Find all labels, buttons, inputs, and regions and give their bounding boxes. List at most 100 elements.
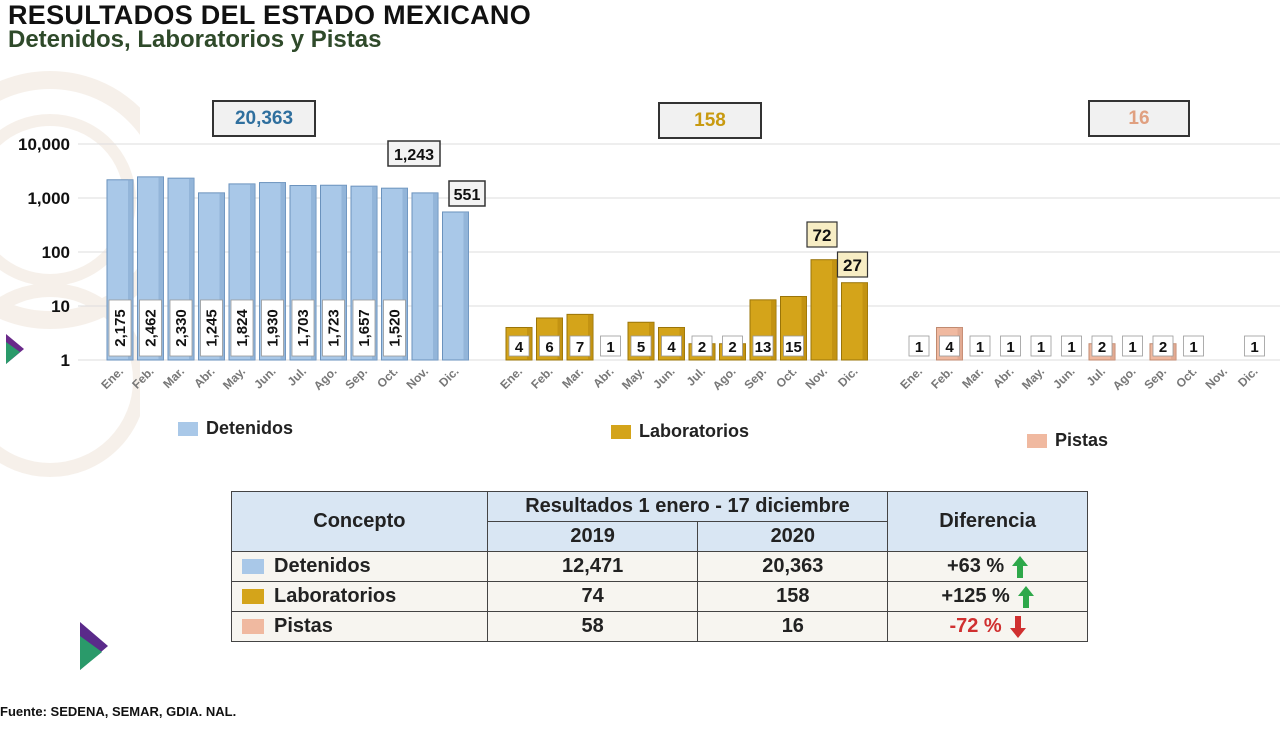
x-tick-label: Abr. [191,364,217,390]
diff-header: Diferencia [887,491,1088,552]
x-tick-label: Dic. [1235,364,1260,389]
data-label-bg [352,299,376,357]
detenidos-bar-shade [311,185,316,360]
data-label-bg [383,299,406,357]
data-label: 1,245 [204,309,221,347]
x-tick-label: Jul. [285,364,310,389]
data-label: 1 [1189,339,1197,356]
x-tick-label: Jun. [251,364,278,391]
y-tick-label: 100 [42,243,70,262]
swatch-detenidos [242,559,264,575]
laboratorios-bar-shade [740,343,746,360]
legend-swatch-detenidos [178,421,198,436]
data-label: 2 [728,339,736,356]
x-tick-label: Ago. [311,364,340,393]
x-tick-label: Ago. [710,364,739,393]
detenidos-bar-shade [158,176,164,360]
data-label: 1 [1037,339,1045,356]
diff-value: -72 % [949,615,1002,637]
data-label: 13 [755,339,772,356]
x-tick-label: Abr. [590,364,616,390]
data-label: 1 [606,339,614,356]
x-tick-label: May. [619,364,647,392]
x-tick-label: Ago. [1110,364,1139,393]
laboratorios-bar-shade [862,282,868,360]
data-label: 1,930 [265,309,282,347]
data-label: 1 [1067,339,1075,356]
data-label-bg [569,335,591,357]
arrow-up-icon [1017,585,1034,608]
table-row: Pistas 58 16 -72 % [231,611,1088,642]
year-2019-header: 2019 [486,521,699,552]
data-label-bg [1000,335,1021,357]
logo-icon [80,622,108,670]
detenidos-total-box: 20,363 [212,100,316,137]
data-label: 1 [915,339,923,356]
data-label: 1,824 [234,309,251,347]
data-label-bg [261,299,284,357]
row-2019: 58 [486,611,699,642]
detenidos-bar-shade [341,185,347,360]
y-tick-label: 10 [51,297,70,316]
x-tick-label: Jun. [1050,364,1077,391]
x-tick-label: Oct. [1173,364,1199,390]
data-label-bg [806,221,838,248]
data-label-bg [661,335,682,357]
data-label: 2,462 [143,309,160,347]
x-tick-label: May. [220,364,248,392]
legend-detenidos: Detenidos [178,418,293,439]
data-label: 1 [1128,339,1136,356]
x-tick-label: Nov. [403,364,431,392]
row-concept: Pistas [231,611,488,642]
table-row: Laboratorios 74 158 +125 % [231,581,1088,612]
row-2019: 74 [486,581,699,612]
bar-chart: 10,000 1,000 100 10 1 2,175 Ene. 2,462 Feb. 2,330… [18,135,1280,393]
data-label: 1 [1006,339,1014,356]
x-tick-label: Ene. [98,364,126,392]
concept-header: Concepto [231,491,488,552]
y-tick-label: 1,000 [27,189,70,208]
detenidos-bar-shade [463,211,469,360]
data-label-bg [1152,335,1174,357]
table-header-row: Concepto Resultados 1 enero - 17 diciemb… [231,491,1088,552]
data-label: 4 [945,339,954,356]
data-label: 6 [545,339,553,356]
diff-value: +63 % [946,555,1005,577]
legend-pistas: Pistas [1027,430,1108,451]
laboratorios-bar-shade [527,327,532,360]
swatch-pistas [242,619,264,635]
data-label: 1 [1250,339,1258,356]
detenidos-bar-shade [128,179,133,360]
data-label-bg [1030,335,1052,357]
laboratorios-bar-shade [588,314,593,360]
x-tick-label: Nov. [802,364,830,392]
laboratorios-bar-shade [649,322,654,360]
laboratorios-bar-shade [771,299,776,360]
x-tick-label: Dic. [835,364,860,389]
legend-swatch-laboratorios [611,424,631,439]
x-tick-label: Feb. [129,364,156,391]
x-tick-label: Ene. [897,364,925,392]
row-diff: +125 % [887,581,1088,612]
legend-label-pistas: Pistas [1055,430,1109,450]
data-label: 2,330 [173,309,190,347]
table-row: Detenidos 12,471 20,363 +63 % [231,551,1088,582]
pistas-bar-shade [957,327,963,360]
data-label: 1,723 [326,309,343,347]
arrow-down-icon [1009,615,1026,638]
data-label-bg [1183,335,1204,357]
x-tick-label: Sep. [741,364,769,392]
data-label-bg [908,335,930,357]
data-label-bg [1122,335,1143,357]
data-label: 2 [1098,339,1106,356]
detenidos-bar-shade [280,182,286,360]
source-note: Fuente: SEDENA, SEMAR, GDIA. NAL. [0,704,237,719]
x-tick-label: Abr. [990,364,1016,390]
arrow-up-icon [1012,555,1029,578]
legend-label-detenidos: Detenidos [206,418,294,438]
data-label-bg [600,335,621,357]
data-label: 1 [976,339,984,356]
data-label: 1,520 [387,309,404,347]
pistas-total-box: 16 [1088,100,1190,137]
page-subtitle: Detenidos, Laboratorios y Pistas [8,26,382,53]
